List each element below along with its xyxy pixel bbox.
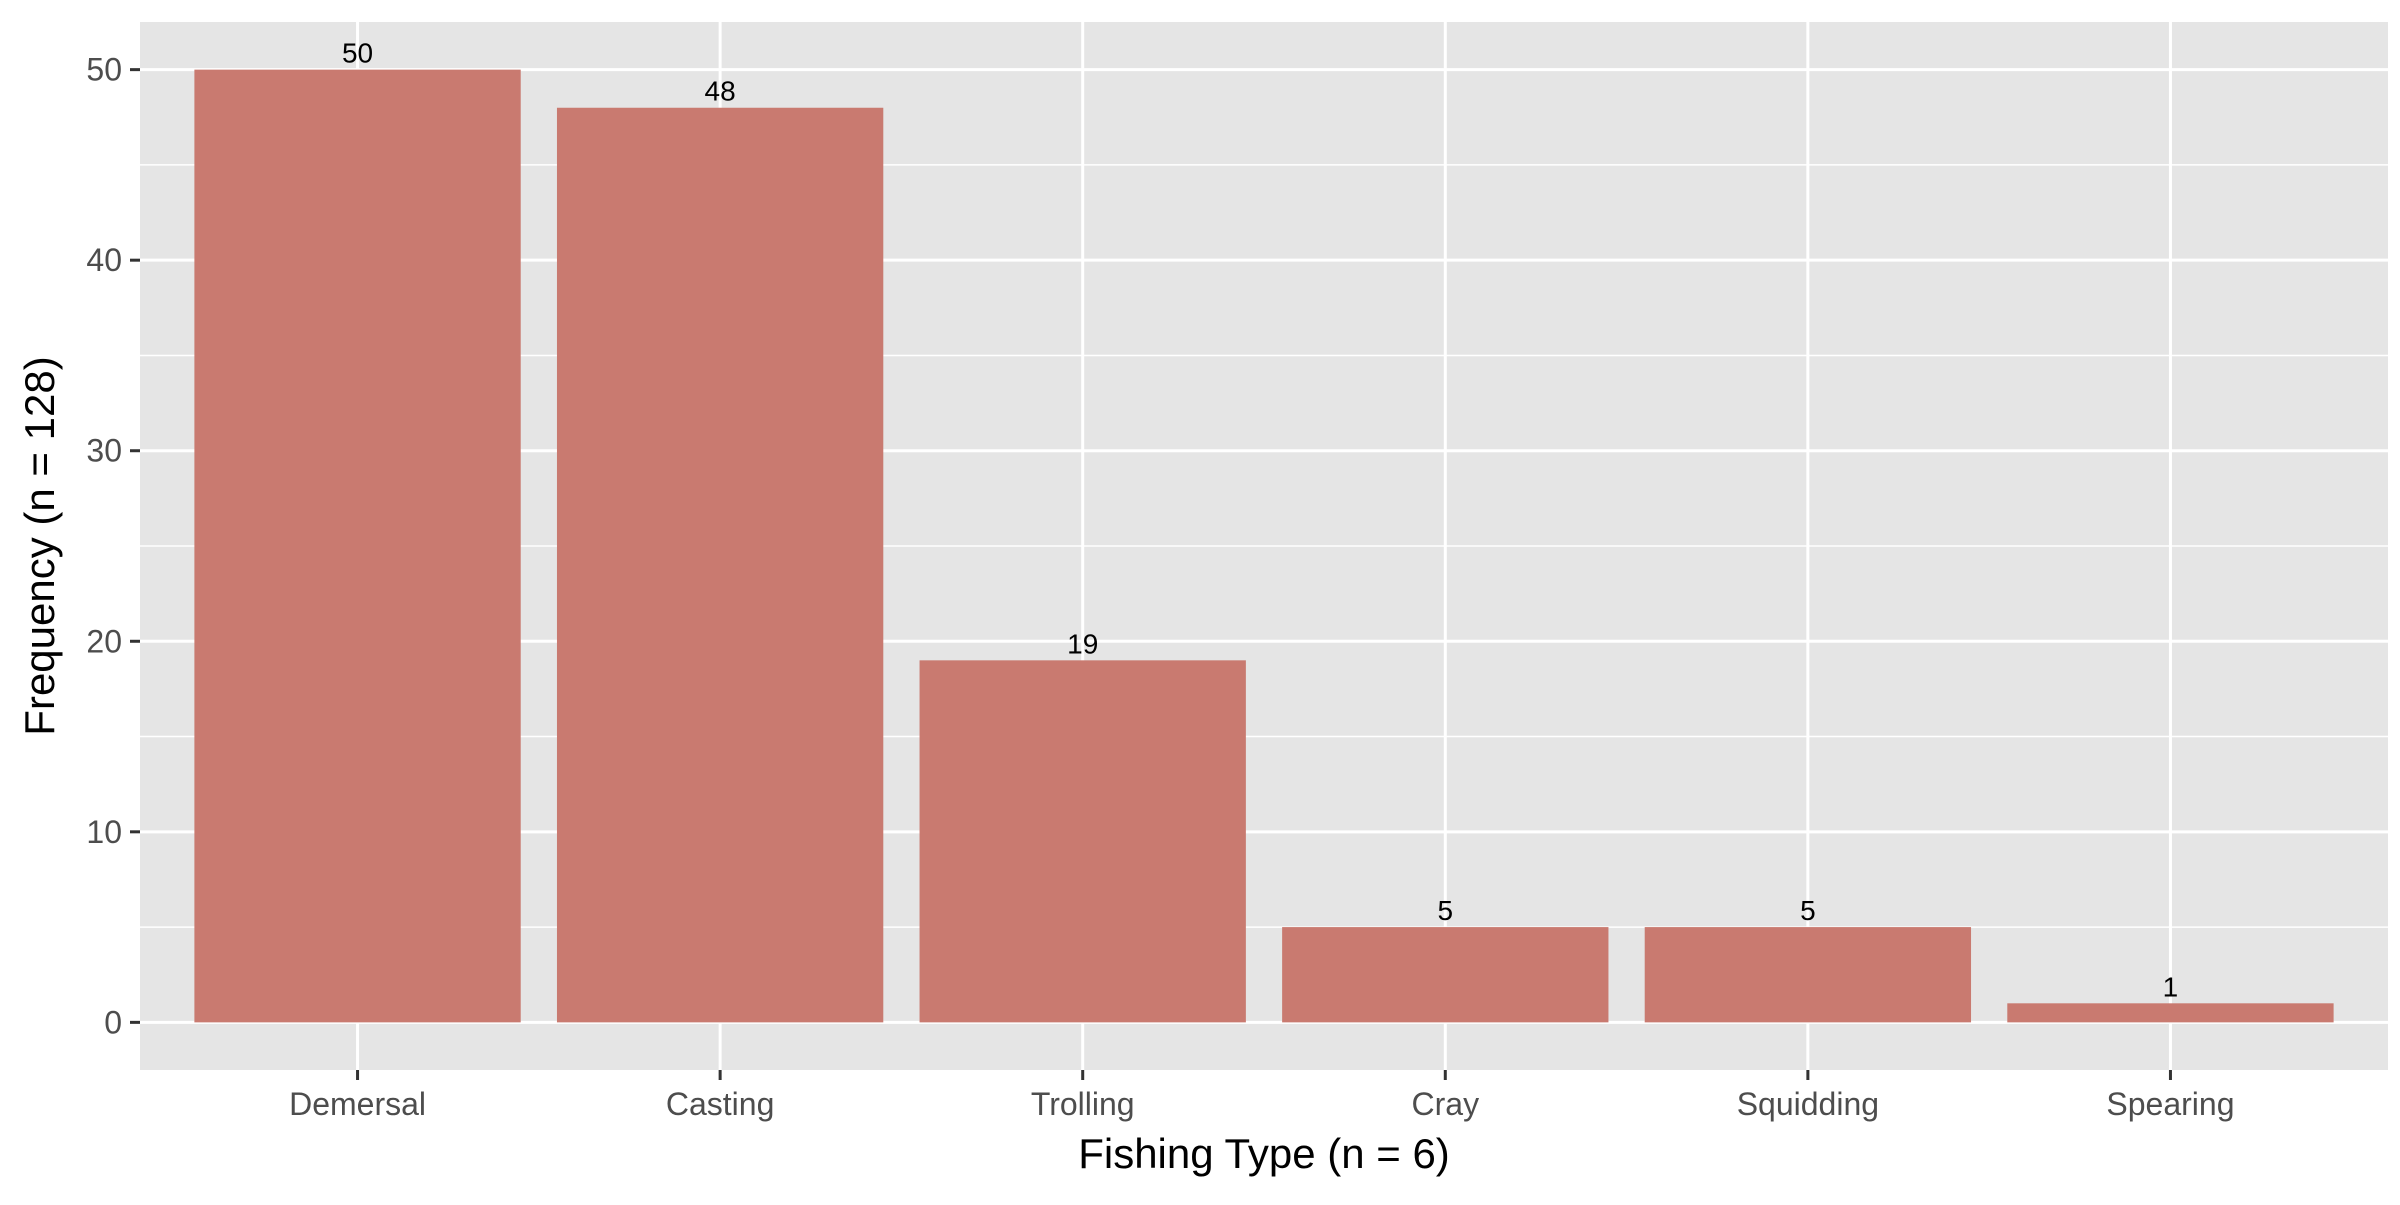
bar-cray [1282, 927, 1609, 1023]
data-label: 48 [705, 76, 736, 107]
x-tick-label: Trolling [1031, 1086, 1135, 1122]
y-tick-label: 40 [86, 242, 122, 278]
y-tick-label: 10 [86, 814, 122, 850]
axis-ticks: 0 10 20 30 40 50 Demersal Casting Trolling Cray Sq… [86, 52, 2234, 1122]
x-tick-label: Casting [666, 1086, 775, 1122]
bar-casting [556, 107, 884, 1023]
data-label: 5 [1800, 895, 1816, 926]
y-axis-title: Frequency (n = 128) [16, 356, 63, 735]
bar-spearing [2007, 1003, 2334, 1023]
data-label: 5 [1438, 895, 1454, 926]
data-label: 50 [342, 38, 373, 69]
x-tick-label: Spearing [2106, 1086, 2234, 1122]
bar-squidding [1644, 927, 1972, 1023]
y-tick-label: 50 [86, 52, 122, 88]
y-tick-label: 0 [104, 1004, 122, 1040]
bar-demersal [194, 69, 521, 1023]
x-axis-title: Fishing Type (n = 6) [1078, 1130, 1450, 1177]
data-labels: 50 48 19 5 5 1 [342, 38, 2178, 1003]
bars [194, 69, 2334, 1023]
data-label: 1 [2163, 971, 2179, 1002]
x-tick-label: Demersal [289, 1086, 426, 1122]
y-tick-label: 20 [86, 623, 122, 659]
data-label: 19 [1067, 628, 1098, 659]
y-tick-label: 30 [86, 433, 122, 469]
bar-trolling [919, 660, 1246, 1023]
x-tick-label: Cray [1412, 1086, 1480, 1122]
x-tick-label: Squidding [1737, 1086, 1879, 1122]
